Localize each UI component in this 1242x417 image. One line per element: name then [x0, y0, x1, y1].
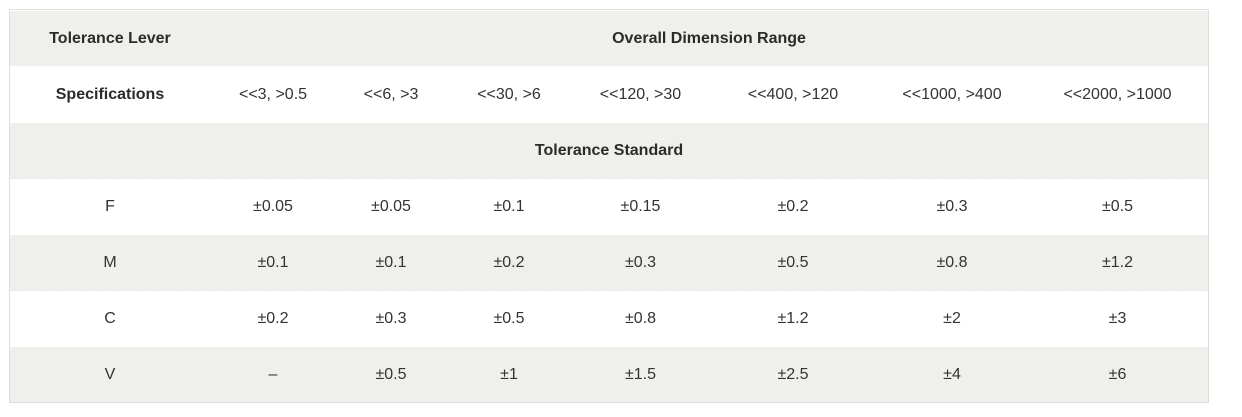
table-header-row: Tolerance Lever Overall Dimension Range [10, 10, 1209, 67]
table-cell: ±0.2 [446, 234, 572, 291]
table-cell: ±3 [1027, 290, 1209, 347]
table-row: C ±0.2 ±0.3 ±0.5 ±0.8 ±1.2 ±2 ±3 [10, 290, 1209, 347]
table-cell: – [210, 346, 336, 402]
table-cell: ±4 [877, 346, 1027, 402]
table-cell: ±0.5 [446, 290, 572, 347]
table-cell: ±0.3 [572, 234, 709, 291]
range-cell: <<30, >6 [446, 66, 572, 123]
tolerance-level-f: F [10, 178, 210, 235]
range-cell: <<400, >120 [709, 66, 877, 123]
tolerance-level-c: C [10, 290, 210, 347]
table-row: V – ±0.5 ±1 ±1.5 ±2.5 ±4 ±6 [10, 346, 1209, 402]
table-cell: ±0.3 [877, 178, 1027, 235]
table-cell: ±0.05 [210, 178, 336, 235]
table-row: M ±0.1 ±0.1 ±0.2 ±0.3 ±0.5 ±0.8 ±1.2 [10, 234, 1209, 291]
range-cell: <<120, >30 [572, 66, 709, 123]
table-cell: ±0.2 [210, 290, 336, 347]
table-cell: ±0.15 [572, 178, 709, 235]
table-cell: ±0.1 [336, 234, 446, 291]
table-cell: ±0.8 [877, 234, 1027, 291]
specifications-label: Specifications [10, 66, 210, 123]
table-cell: ±0.8 [572, 290, 709, 347]
tolerance-standard-row: Tolerance Standard [10, 122, 1209, 179]
table-cell: ±1.5 [572, 346, 709, 402]
table-cell: ±0.5 [1027, 178, 1209, 235]
overall-dimension-range-header: Overall Dimension Range [210, 10, 1209, 67]
table-cell: ±1.2 [1027, 234, 1209, 291]
table-cell: ±2 [877, 290, 1027, 347]
table-cell: ±0.5 [709, 234, 877, 291]
table-cell: ±0.1 [446, 178, 572, 235]
range-cell: <<1000, >400 [877, 66, 1027, 123]
tolerance-level-v: V [10, 346, 210, 402]
table-cell: ±0.1 [210, 234, 336, 291]
tolerance-lever-header: Tolerance Lever [10, 10, 210, 67]
table-cell: ±6 [1027, 346, 1209, 402]
range-cell: <<6, >3 [336, 66, 446, 123]
table-row: F ±0.05 ±0.05 ±0.1 ±0.15 ±0.2 ±0.3 ±0.5 [10, 178, 1209, 235]
table-cell: ±2.5 [709, 346, 877, 402]
table-cell: ±0.3 [336, 290, 446, 347]
table-cell: ±0.5 [336, 346, 446, 402]
table-cell: ±1.2 [709, 290, 877, 347]
table-cell: ±0.05 [336, 178, 446, 235]
range-cell: <<3, >0.5 [210, 66, 336, 123]
specifications-row: Specifications <<3, >0.5 <<6, >3 <<30, >… [10, 66, 1209, 123]
tolerance-level-m: M [10, 234, 210, 291]
table-cell: ±1 [446, 346, 572, 402]
tolerance-standard-header: Tolerance Standard [10, 122, 1209, 179]
range-cell: <<2000, >1000 [1027, 66, 1209, 123]
tolerance-table: Tolerance Lever Overall Dimension Range … [10, 10, 1209, 402]
table-cell: ±0.2 [709, 178, 877, 235]
